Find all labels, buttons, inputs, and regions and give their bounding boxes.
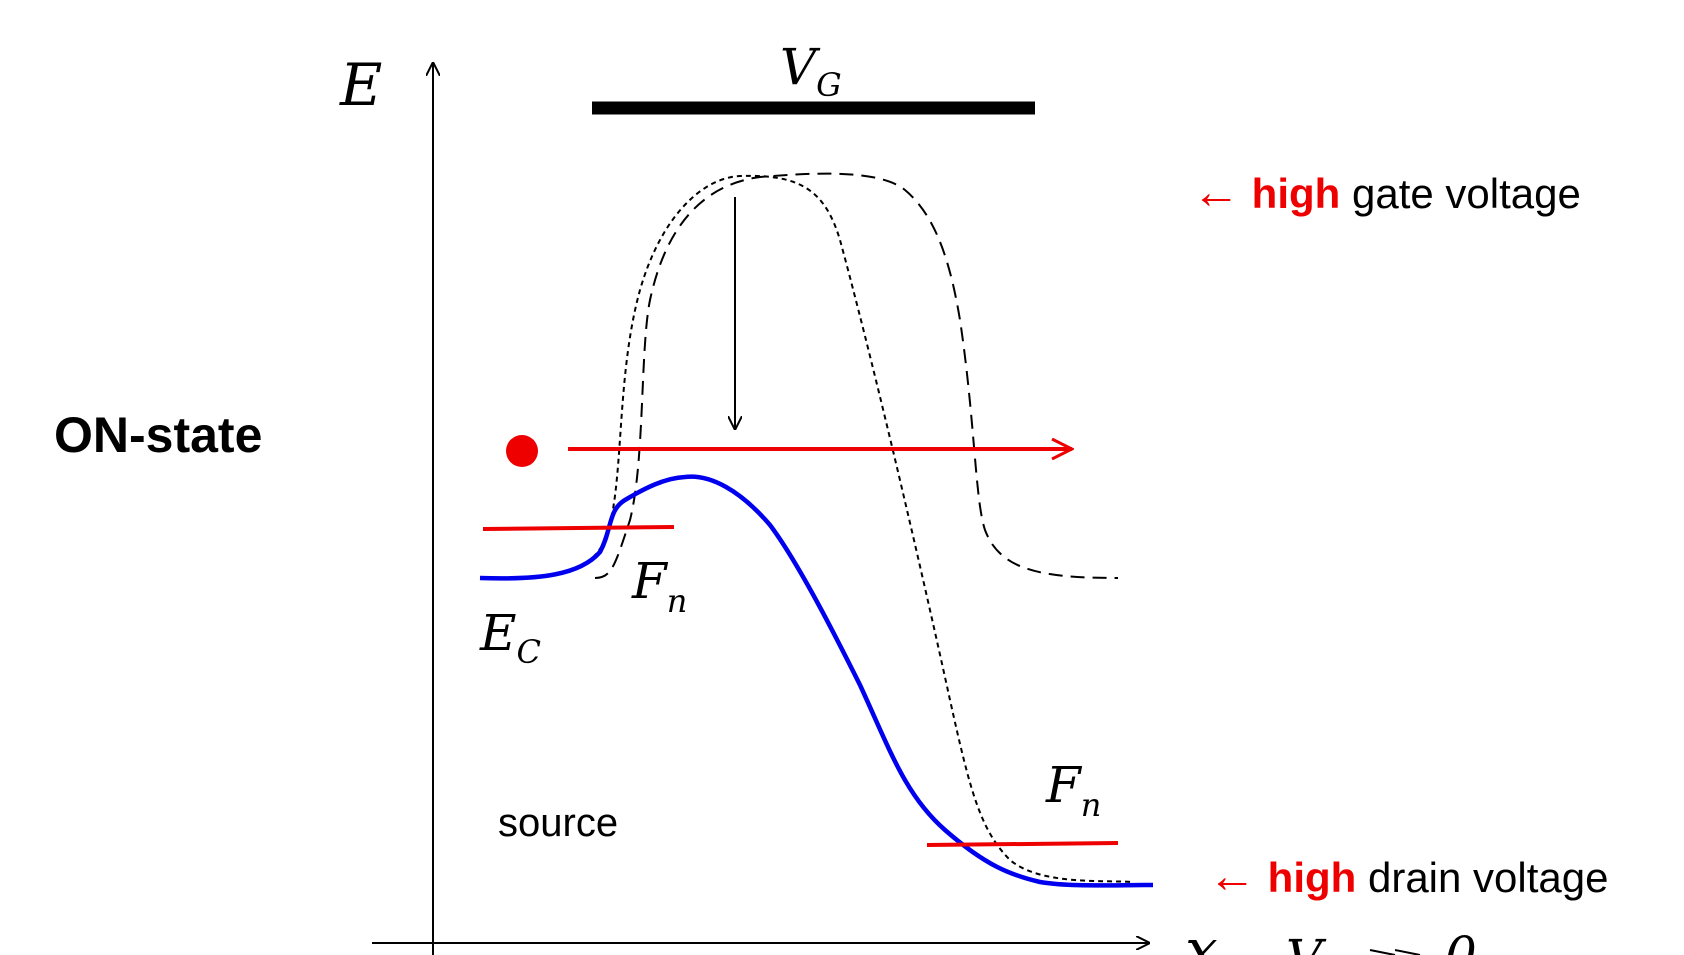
vd-partial-main: V (1286, 929, 1327, 955)
gate-note-highlight: high (1252, 170, 1341, 217)
fn-drain-sub: n (1081, 786, 1102, 824)
x-axis-label: x (1185, 916, 1218, 955)
band-original-dashed (594, 172, 1119, 579)
fn-drain-main: F (1045, 756, 1083, 814)
fermi-level-source (482, 525, 675, 531)
gate-voltage-note: ← high gate voltage (1192, 166, 1581, 219)
fn-source-main: F (631, 552, 669, 610)
state-title: ON-state (54, 407, 262, 463)
fermi-level-drain (926, 841, 1119, 847)
y-axis-label: E (339, 51, 382, 119)
drain-note-highlight: high (1268, 854, 1357, 901)
conduction-band (479, 474, 1154, 888)
gate-label: VG (780, 38, 842, 104)
gate-label-sub: G (816, 66, 842, 104)
gate-note-arrow: ← (1192, 166, 1240, 219)
fn-label-source: Fn (631, 552, 687, 620)
band-high-gate-dotted (479, 174, 1133, 883)
vd-partial-rest: 0 (1445, 926, 1477, 955)
drain-note-arrow: ← (1208, 850, 1256, 903)
drain-voltage-note: ← high drain voltage (1208, 850, 1608, 903)
drain-note-rest: drain voltage (1356, 854, 1608, 901)
source-label: source (498, 801, 618, 845)
fn-source-sub: n (667, 582, 688, 620)
gate-note-rest: gate voltage (1340, 170, 1581, 217)
gate-label-main: V (780, 38, 821, 96)
ec-label-main: E (479, 604, 517, 662)
ec-label: EC (479, 604, 541, 671)
vd-gtgt-symbol-top (1369, 949, 1396, 955)
vd-gtgt-symbol-top-2 (1394, 949, 1421, 955)
electron (506, 435, 538, 467)
vd-label-partial: V (1286, 929, 1327, 955)
fn-label-drain: Fn (1045, 756, 1101, 824)
ec-label-sub: C (517, 633, 541, 671)
